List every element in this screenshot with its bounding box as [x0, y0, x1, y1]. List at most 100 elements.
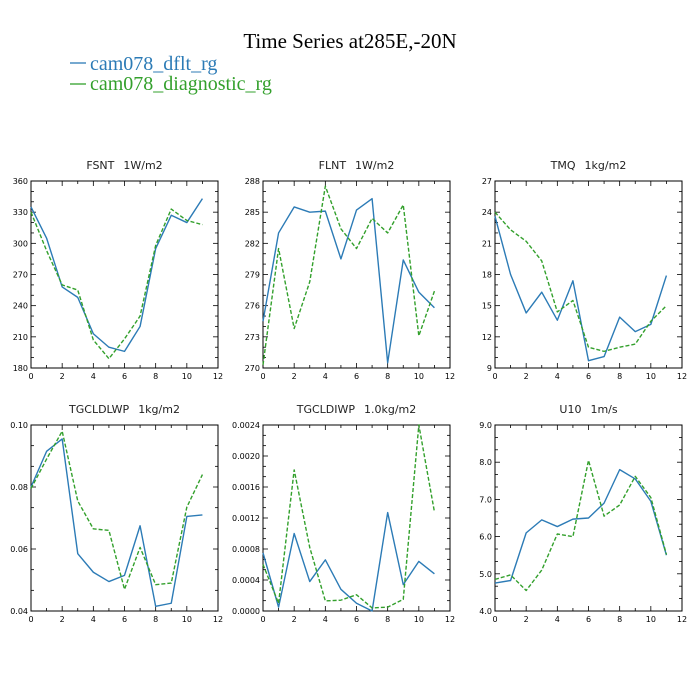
y-tick-label-flnt: 273: [245, 333, 260, 342]
x-tick-label-u10: 4: [555, 615, 560, 624]
y-tick-label-tgcldiwp: 0.0012: [232, 514, 260, 523]
chart-panels: FSNT 1W/m20 2 4 6 8 10 12180210240270300330360F…: [10, 159, 687, 624]
legend: cam078_dflt_rg cam078_diagnostic_rg: [70, 53, 272, 95]
panel-unit-tgcldiwp: 1.0kg/m2: [364, 403, 416, 416]
y-tick-label-tgcldlwp: 0.10: [10, 421, 28, 430]
legend-label-dflt: cam078_dflt_rg: [90, 53, 217, 75]
axes-frame-tgcldiwp: [262, 424, 451, 612]
x-tick-label-u10: 6: [586, 615, 591, 624]
y-tick-label-tgcldiwp: 0.0004: [232, 576, 260, 585]
y-tick-label-u10: 9.0: [479, 421, 492, 430]
x-tick-label-fsnt: 0: [28, 372, 33, 381]
panel-title-tmq: TMQ 1kg/m2: [550, 159, 627, 172]
panel-variable-u10: U10: [559, 403, 581, 416]
axes-frame-flnt: [262, 180, 451, 369]
x-tick-label-tgcldiwp: 4: [323, 615, 328, 624]
y-tick-label-fsnt: 300: [13, 239, 28, 248]
y-tick-label-tmq: 21: [482, 239, 492, 248]
x-tick-label-fsnt: 2: [60, 372, 65, 381]
y-tick-label-u10: 7.0: [479, 495, 492, 504]
axes-frame-tgcldlwp: [30, 424, 219, 612]
x-tick-label-fsnt: 12: [213, 372, 223, 381]
y-tick-label-flnt: 279: [245, 271, 260, 280]
y-tick-label-tgcldiwp: 0.0016: [232, 483, 260, 492]
panel-variable-flnt: FLNT: [319, 159, 347, 172]
legend-item-dflt: cam078_dflt_rg: [70, 53, 217, 75]
x-tick-label-tgcldiwp: 8: [385, 615, 390, 624]
axes-frame-fsnt: [30, 180, 219, 369]
series-line-cam078-diagnostic-rg-tgcldlwp: [30, 430, 204, 590]
series-line-cam078-dflt-rg-flnt: [262, 197, 435, 364]
y-tick-label-flnt: 276: [245, 302, 260, 311]
y-tick-label-fsnt: 330: [13, 208, 28, 217]
y-tick-label-tmq: 12: [482, 333, 492, 342]
x-tick-label-flnt: 0: [260, 372, 265, 381]
x-tick-label-tmq: 6: [586, 372, 591, 381]
x-tick-label-tgcldlwp: 10: [182, 615, 192, 624]
y-tick-label-fsnt: 180: [13, 364, 28, 373]
x-tick-label-tmq: 2: [524, 372, 529, 381]
series-line-cam078-diagnostic-rg-tgcldiwp: [262, 424, 436, 609]
x-tick-label-u10: 8: [617, 615, 622, 624]
x-tick-label-tmq: 0: [492, 372, 497, 381]
x-tick-label-tgcldiwp: 10: [414, 615, 424, 624]
y-tick-label-tmq: 18: [482, 271, 492, 280]
panel-tgcldiwp: TGCLDIWP 1.0kg/m2 0 2 4 6 8 10 12 0.0000 0.0004 0.0…: [232, 403, 455, 624]
x-tick-label-tgcldlwp: 8: [153, 615, 158, 624]
series-line-cam078-diagnostic-rg-tmq: [494, 211, 667, 353]
panel-variable-tgcldiwp: TGCLDIWP: [296, 403, 356, 416]
panel-title-flnt: FLNT 1W/m2: [319, 159, 395, 172]
x-tick-label-flnt: 4: [323, 372, 328, 381]
legend-label-diagnostic: cam078_diagnostic_rg: [90, 73, 272, 95]
x-tick-label-tmq: 4: [555, 372, 560, 381]
panel-title-u10: U10 1m/s: [559, 403, 617, 416]
panel-unit-fsnt: 1W/m2: [123, 159, 162, 172]
y-tick-label-flnt: 288: [245, 177, 260, 186]
x-tick-label-flnt: 12: [445, 372, 455, 381]
panel-unit-u10: 1m/s: [590, 403, 617, 416]
y-tick-label-u10: 4.0: [479, 607, 492, 616]
series-line-cam078-diagnostic-rg-fsnt: [30, 208, 203, 360]
x-tick-label-flnt: 6: [354, 372, 359, 381]
x-tick-label-fsnt: 6: [122, 372, 127, 381]
y-tick-label-tgcldlwp: 0.08: [10, 483, 28, 492]
x-tick-label-u10: 2: [524, 615, 529, 624]
series-line-cam078-dflt-rg-fsnt: [30, 198, 204, 353]
y-tick-label-flnt: 270: [245, 364, 260, 373]
x-tick-label-tgcldlwp: 2: [60, 615, 65, 624]
series-line-cam078-diagnostic-rg-u10: [494, 459, 668, 592]
y-tick-label-tmq: 9: [487, 364, 492, 373]
y-tick-label-tmq: 15: [482, 302, 492, 311]
panel-title-tgcldiwp: TGCLDIWP 1.0kg/m2: [296, 403, 417, 416]
x-tick-label-u10: 10: [646, 615, 656, 624]
panel-tgcldlwp: TGCLDLWP 1kg/m2 0 2 4 6 8 10 12 0.04 0.06 0.08 0.10: [10, 403, 223, 624]
y-tick-label-flnt: 282: [245, 239, 260, 248]
x-tick-label-tgcldlwp: 4: [91, 615, 96, 624]
y-tick-label-tgcldlwp: 0.06: [10, 545, 28, 554]
panel-unit-tgcldlwp: 1kg/m2: [138, 403, 180, 416]
x-tick-label-tgcldlwp: 0: [28, 615, 33, 624]
panel-unit-tmq: 1kg/m2: [585, 159, 627, 172]
panel-unit-flnt: 1W/m2: [355, 159, 394, 172]
y-tick-label-fsnt: 210: [13, 333, 28, 342]
y-tick-label-fsnt: 240: [13, 302, 28, 311]
y-tick-label-tgcldiwp: 0.0000: [232, 607, 260, 616]
panel-variable-tgcldlwp: TGCLDLWP: [68, 403, 130, 416]
x-tick-label-flnt: 2: [292, 372, 297, 381]
panel-flnt: FLNT 1W/m2 0 2 4 6 8 10 12 270 273 276 279 282 285 288: [245, 159, 455, 381]
y-tick-label-flnt: 285: [245, 208, 260, 217]
x-tick-label-tmq: 10: [646, 372, 656, 381]
y-tick-label-tgcldiwp: 0.0020: [232, 452, 260, 461]
series-line-cam078-dflt-rg-tmq: [494, 216, 668, 362]
x-tick-label-u10: 12: [677, 615, 687, 624]
figure-title: Time Series at285E,-20N: [243, 29, 456, 53]
y-tick-label-u10: 5.0: [479, 570, 492, 579]
x-tick-label-tgcldiwp: 12: [445, 615, 455, 624]
y-tick-label-fsnt: 360: [13, 177, 28, 186]
y-tick-label-tgcldiwp: 0.0008: [232, 545, 260, 554]
x-tick-label-tgcldiwp: 6: [354, 615, 359, 624]
x-tick-label-flnt: 8: [385, 372, 390, 381]
x-tick-label-tgcldlwp: 12: [213, 615, 223, 624]
